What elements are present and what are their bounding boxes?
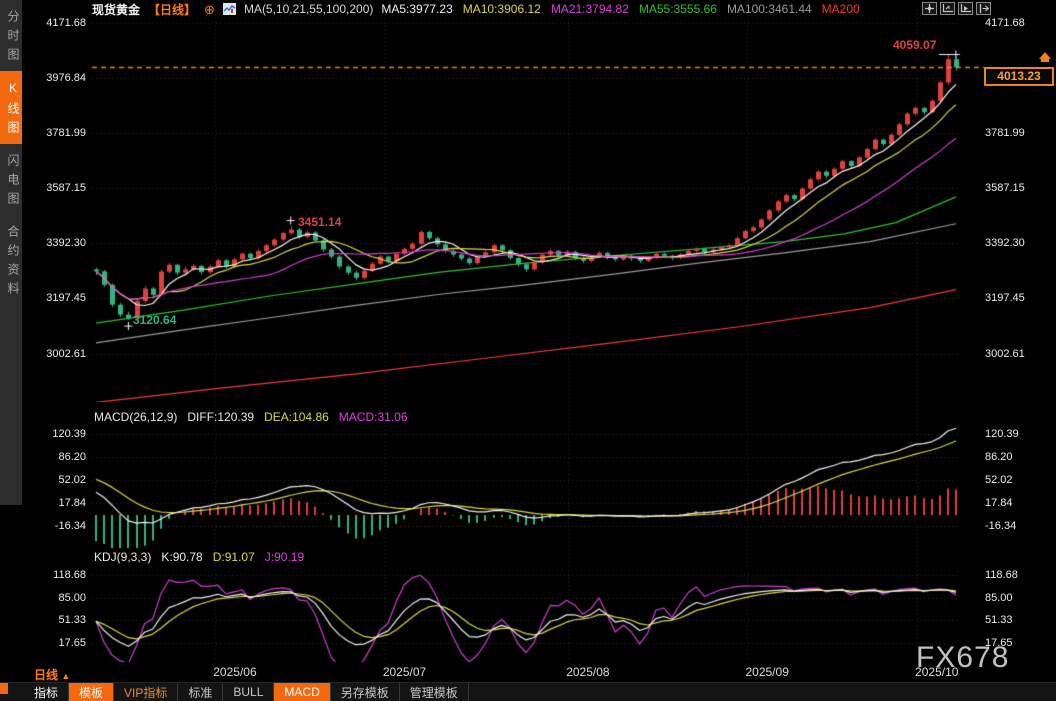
toolbar-item-7[interactable]: 另存模板 <box>331 683 400 701</box>
kdj-tick-right-2: 51.33 <box>985 614 1013 627</box>
macd-tick-right-2: 52.02 <box>985 473 1013 486</box>
chart-style-icon[interactable] <box>222 3 236 15</box>
toolbar-item-3[interactable]: VIP指标 <box>114 683 179 701</box>
chart-type-sidebar: 分时图 K线图闪电图合约资料 <box>0 0 23 505</box>
kdj-j-value: J:90.19 <box>264 550 305 564</box>
price-tick-right-5: 3197.45 <box>985 292 1025 305</box>
macd-title: MACD(26,12,9) <box>94 410 178 424</box>
sidebar-tab-4[interactable]: 合约资料 <box>6 225 20 301</box>
sidebar-tab-3[interactable]: 闪电图 <box>6 154 20 211</box>
toolbar-item-1[interactable]: 指标 <box>24 683 70 701</box>
ma-value-4: MA55:3555.66 <box>638 2 717 16</box>
macd-tick-right-4: -16.34 <box>985 519 1017 532</box>
macd-tick-left-2: 52.02 <box>58 473 86 486</box>
price-tick-right-3: 3587.15 <box>985 182 1025 194</box>
price-tick-right-2: 3781.99 <box>985 126 1025 139</box>
x-axis-month-2025-07: 2025/07 <box>382 665 427 679</box>
price-tick-right-4: 3392.30 <box>985 237 1025 250</box>
kdj-tick-right-0: 118.68 <box>985 568 1018 581</box>
price-tick-right-6: 3002.61 <box>985 347 1025 360</box>
chevron-up-icon: ▲ <box>61 671 71 681</box>
ma-value-6: MA200 <box>821 2 860 16</box>
fx678-watermark: FX678 <box>916 641 1010 674</box>
price-marker-icon <box>1039 52 1051 62</box>
price-tick-left-2: 3781.99 <box>46 126 86 139</box>
price-tick-left-6: 3002.61 <box>46 347 86 360</box>
kdj-tick-left-2: 51.33 <box>58 614 86 627</box>
toolbar-item-5[interactable]: BULL <box>223 683 275 701</box>
add-indicator-icon[interactable]: ⊕ <box>204 1 215 17</box>
kdj-tick-left-1: 85.00 <box>58 591 86 604</box>
axis-scale-icon[interactable] <box>958 2 973 15</box>
last-price-badge: 4013.23 <box>984 67 1054 86</box>
ma-params-label: MA(5,10,21,55,100,200) <box>243 2 374 16</box>
period-selector-label: 日线 <box>34 668 59 682</box>
macd-tick-left-0: 120.39 <box>52 428 86 440</box>
x-axis-month-2025-06: 2025/06 <box>213 665 257 679</box>
session-high-label: 4059.07 <box>893 38 937 52</box>
kdj-tick-left-3: 17.65 <box>58 637 86 650</box>
kdj-caption-row: KDJ(9,3,3) K:90.78 D:91.07 J:90.19 <box>94 550 304 564</box>
kdj-k-value: K:90.78 <box>161 550 203 564</box>
toolbar-item-6[interactable]: MACD <box>274 683 331 701</box>
macd-tick-right-0: 120.39 <box>985 428 1019 440</box>
ma-values: MA5:3977.23 MA10:3906.12 MA21:3794.82 MA55:… <box>381 2 859 16</box>
macd-tick-right-1: 86.20 <box>985 451 1013 463</box>
collapse-panel-icon[interactable] <box>976 2 991 15</box>
toolbar-item-8[interactable]: 管理模板 <box>400 683 469 701</box>
macd-tick-right-3: 17.84 <box>985 496 1013 509</box>
toolbar-item-4[interactable]: 标准 <box>178 683 224 701</box>
price-tick-left-4: 3392.30 <box>46 237 86 250</box>
toolbar-corner-accent <box>0 683 8 694</box>
price-tick-left-5: 3197.45 <box>46 292 86 305</box>
symbol-title: 现货黄金 <box>92 2 141 17</box>
sidebar-tab-1[interactable]: 分时图 <box>6 10 20 67</box>
period-selector[interactable]: 日线 ▲ <box>34 666 70 683</box>
swing-low-label: 3120.64 <box>133 313 177 327</box>
swing-high-label: 3451.14 <box>298 215 342 229</box>
macd-tick-left-1: 86.20 <box>58 451 86 463</box>
macd-tick-left-4: -16.34 <box>54 519 86 532</box>
macd-hist-value: MACD:31.06 <box>338 410 408 424</box>
chart-header: 现货黄金 【日线】 ⊕ MA(5,10,21,55,100,200) MA5:3… <box>92 1 860 17</box>
bottom-toolbar: 指标 模板 VIP指标 标准 BULL MACD 另存模板 管理模板 <box>0 682 1056 701</box>
price-tick-left-0: 4171.68 <box>46 16 86 29</box>
axis-settings-icon[interactable] <box>940 2 955 15</box>
macd-tick-left-3: 17.84 <box>58 496 86 509</box>
sidebar-tab-2[interactable]: K线图 <box>0 71 22 144</box>
kdj-tick-left-0: 118.68 <box>53 568 86 581</box>
macd-diff-value: DIFF:120.39 <box>187 410 255 424</box>
kdj-tick-right-1: 85.00 <box>985 591 1013 604</box>
x-axis-month-2025-08: 2025/08 <box>566 665 610 679</box>
price-tick-left-3: 3587.15 <box>46 182 86 194</box>
x-axis-month-2025-10: 2025/10 <box>915 665 959 679</box>
kdj-tick-right-3: 17.65 <box>985 637 1013 650</box>
macd-dea-value: DEA:104.86 <box>264 410 329 424</box>
kdj-d-value: D:91.07 <box>212 550 255 564</box>
toolbar-item-2[interactable]: 模板 <box>69 683 115 701</box>
chart-window-icons <box>922 2 991 15</box>
ma-value-2: MA10:3906.12 <box>462 2 541 16</box>
price-tick-right-0: 4171.68 <box>985 16 1025 29</box>
kdj-title: KDJ(9,3,3) <box>94 550 152 564</box>
pan-icon[interactable] <box>922 2 937 15</box>
price-tick-left-1: 3976.84 <box>46 71 86 84</box>
period-tag: 【日线】 <box>148 2 197 17</box>
macd-caption-row: MACD(26,12,9) DIFF:120.39 DEA:104.86 MAC… <box>94 410 408 424</box>
ma-value-3: MA21:3794.82 <box>550 2 629 16</box>
ma-value-1: MA5:3977.23 <box>381 2 453 16</box>
x-axis-month-2025-09: 2025/09 <box>745 665 789 679</box>
ma-value-5: MA100:3461.44 <box>726 2 812 16</box>
